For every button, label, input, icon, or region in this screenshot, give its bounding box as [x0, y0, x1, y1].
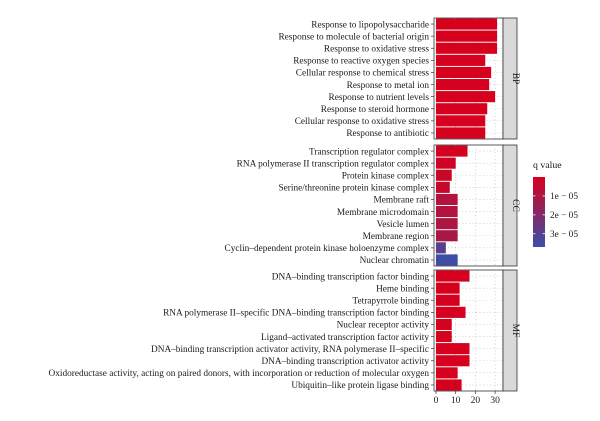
category-label: DNA–binding transcription factor binding	[272, 271, 430, 282]
category-label: Response to oxidative stress	[324, 44, 429, 54]
category-label: RNA polymerase II transcription regulato…	[237, 159, 430, 169]
legend-tick-label: 1e − 05	[550, 192, 578, 202]
facet-label: MF	[510, 324, 520, 338]
bar	[435, 18, 498, 30]
bar	[435, 42, 498, 54]
category-label: Response to lipopolysaccharide	[311, 20, 429, 30]
bar	[435, 205, 458, 218]
category-label: Response to antibiotic	[346, 129, 429, 139]
category-label: Membrane region	[363, 232, 430, 242]
bar	[435, 103, 488, 115]
bar	[435, 343, 470, 355]
category-label: Membrane raft	[374, 195, 430, 206]
category-label: Nuclear chromatin	[360, 256, 430, 266]
bar	[435, 218, 458, 230]
category-label: Heme binding	[376, 284, 429, 294]
q-value-legend: q value 1e − 05 2e − 05 3e − 05	[533, 160, 578, 247]
legend-colorbar	[533, 177, 545, 247]
bar	[435, 242, 446, 254]
category-label: Serine/threonine protein kinase complex	[278, 184, 429, 194]
category-label: Transcription regulator complex	[309, 147, 429, 157]
x-tick-label: 10	[451, 396, 461, 406]
x-tick-label: 20	[471, 396, 481, 406]
bar	[435, 355, 470, 367]
x-tick-label: 0	[434, 396, 439, 406]
category-label: Oxidoreductase activity, acting on paire…	[49, 368, 430, 379]
bar	[435, 66, 492, 79]
category-label: Cellular response to oxidative stress	[295, 117, 430, 127]
bar	[435, 30, 498, 42]
x-axis: 0 10 20 30	[434, 391, 500, 406]
panel-cc: Transcription regulator complex RNA polym…	[225, 144, 520, 267]
facet-label: BP	[510, 73, 520, 85]
category-label: Tetrapyrrole binding	[352, 296, 429, 306]
legend-title: q value	[533, 160, 562, 171]
bar	[435, 254, 458, 266]
bar	[435, 367, 458, 379]
bar	[435, 282, 460, 294]
category-label: Response to nutrient levels	[329, 93, 430, 103]
category-label: Ubiquitin–like protein ligase binding	[291, 381, 429, 391]
category-label: Ligand–activated transcription factor ac…	[261, 332, 429, 343]
bar	[435, 78, 490, 91]
category-label: Cyclin–dependent protein kinase holoenzy…	[225, 244, 430, 254]
bar	[435, 157, 456, 169]
panel-mf: DNA–binding transcription factor binding…	[49, 269, 520, 392]
bar	[435, 169, 452, 181]
category-label: Response to reactive oxygen species	[293, 57, 429, 67]
bar	[435, 270, 470, 282]
bar	[435, 330, 452, 343]
category-label: Protein kinase complex	[342, 171, 430, 181]
category-label: RNA polymerase II–specific DNA–binding t…	[163, 308, 429, 319]
category-label: Membrane microdomain	[337, 208, 430, 218]
bar	[435, 145, 468, 157]
bar	[435, 230, 458, 242]
facet-strip	[502, 269, 518, 392]
x-tick-label: 30	[490, 396, 500, 406]
category-label: DNA–binding transcription activator acti…	[151, 344, 429, 355]
category-label: Cellular response to chemical stress	[296, 69, 430, 79]
category-label: Response to molecule of bacterial origin	[278, 31, 429, 42]
bar	[435, 181, 450, 193]
bar	[435, 54, 486, 66]
category-label: Response to steroid hormone	[321, 105, 429, 115]
bar	[435, 306, 466, 318]
category-label: Response to metal ion	[347, 81, 430, 91]
category-label: DNA–binding transcription activator acti…	[261, 357, 429, 367]
bar	[435, 91, 496, 103]
facet-label: CC	[510, 199, 520, 212]
bar	[435, 379, 462, 391]
facet-strip	[502, 17, 518, 140]
bar	[435, 318, 452, 331]
bar	[435, 115, 486, 127]
category-label: Vesicle lumen	[377, 220, 430, 230]
bar	[435, 193, 458, 206]
legend-tick-label: 3e − 05	[550, 230, 578, 240]
category-label: Nuclear receptor activity	[337, 321, 430, 331]
bar	[435, 294, 460, 306]
legend-tick-label: 2e − 05	[550, 211, 578, 221]
bar	[435, 127, 486, 139]
facet-strip	[502, 144, 518, 267]
